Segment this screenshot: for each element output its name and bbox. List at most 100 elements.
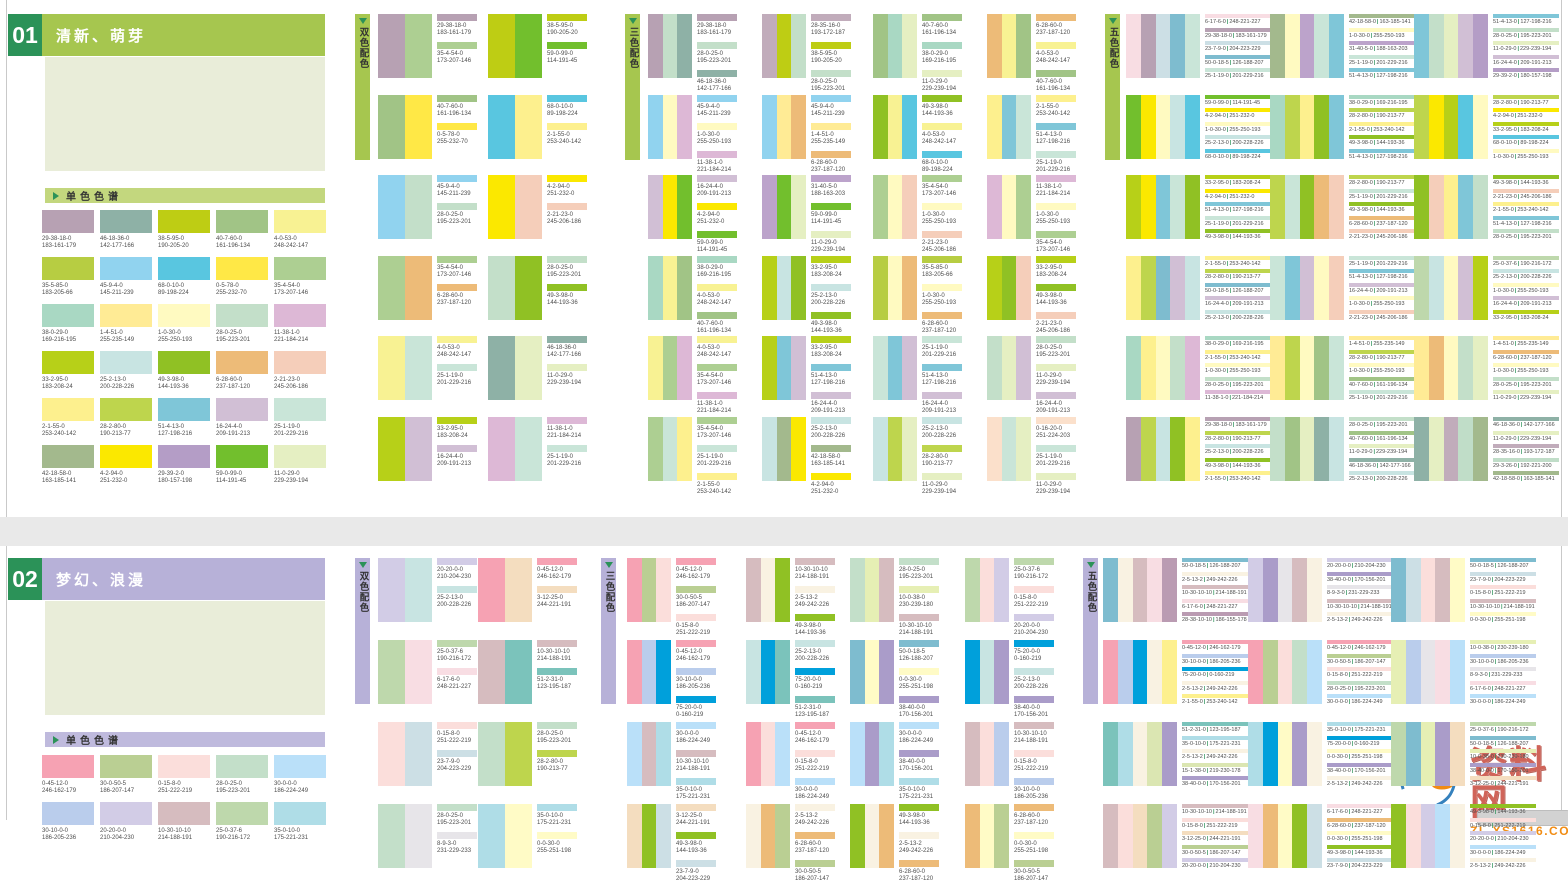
color-stripe	[1155, 417, 1171, 481]
cmyk-value: 42-18-58-0	[811, 454, 841, 460]
color-swatch	[216, 445, 268, 468]
color-stripe	[979, 804, 995, 868]
color-entry: 0-0-30-0|255-251-198	[1327, 749, 1393, 761]
color-stripe	[887, 336, 903, 401]
color-entry: 10-30-10-10 214-188-191	[1014, 722, 1064, 745]
value-separator: |	[1514, 207, 1517, 214]
color-stripe	[677, 94, 693, 159]
color-stripes	[1414, 417, 1488, 481]
rgb-value: 255-250-193	[922, 299, 957, 306]
color-stripe	[887, 14, 903, 78]
color-entry: 2-5-13-2 249-242-226	[795, 586, 845, 609]
color-stripes	[378, 94, 432, 159]
color-stripe	[488, 94, 515, 159]
color-entry: 28-0-25-0 195-223-201	[811, 70, 861, 93]
color-chip	[1470, 694, 1536, 698]
color-stripe	[987, 336, 1002, 401]
section-number-badge: 01	[8, 14, 42, 56]
rgb-value: 201-229-216	[1036, 166, 1071, 173]
color-values: 40-7-60-0 161-196-134 38-0-29-0 169-216-195…	[922, 14, 972, 98]
five-color-combo: 28-0-25-0|195-223-201 40-7-60-0|161-196-1…	[1270, 417, 1415, 485]
color-value: 38-40-0-0|170-156-201	[1182, 781, 1241, 787]
value-separator: |	[1373, 274, 1376, 281]
rgb-value: 186-205-236	[1014, 794, 1049, 800]
rgb-value: 255-251-198	[899, 684, 934, 690]
color-value: 33-2-95-0|183-208-24	[1205, 180, 1261, 187]
cmyk-value: 16-24-4-0	[216, 424, 243, 430]
color-chip	[1493, 68, 1559, 72]
mono-swatch-cell: 28-0-25-0 195-223-201	[216, 755, 268, 795]
rgb-value: 169-216-195	[697, 271, 732, 278]
value-separator: |	[1491, 699, 1494, 705]
rgb-value: 204-223-229	[437, 766, 472, 772]
color-values: 33-2-95-0 183-208-24 16-24-4-0 209-191-213	[437, 417, 485, 473]
color-stripe	[677, 255, 693, 320]
color-chip	[1327, 680, 1393, 685]
cmyk-value: 4-0-53-0	[697, 292, 720, 299]
cmyk-value: 16-24-4-0	[1036, 401, 1063, 408]
cmyk-value: 49-3-98-0	[676, 841, 703, 847]
color-entry: 33-2-95-0 183-208-24	[811, 255, 861, 279]
color-values: 49-3-98-0 144-193-36 4-0-53-0 248-242-147 68…	[922, 94, 972, 179]
mono-swatch-cell: 30-0-50-5 186-207-147	[100, 755, 152, 795]
color-swatch	[158, 445, 210, 468]
color-entry: 40-7-60-0 161-196-134	[1036, 70, 1086, 93]
color-stripe	[775, 640, 791, 704]
color-values: 28-2-80-0|190-213-77 4-2-94-0|251-232-0 33…	[1493, 94, 1559, 163]
color-stripe	[879, 558, 895, 622]
color-chip	[1205, 349, 1271, 354]
color-chip	[922, 14, 962, 21]
color-entry: 28-35-16-0|193-172-187	[1493, 444, 1559, 456]
five-color-combo: 20-20-0-0|210-204-230 38-40-0-0|170-156-2…	[1248, 558, 1393, 626]
value-separator: |	[1500, 603, 1503, 610]
rgb-value: 183-208-24	[42, 384, 73, 390]
color-entry: 30-0-50-5 186-207-147	[1014, 860, 1064, 883]
rgb-value: 0-160-219	[795, 684, 823, 690]
value-separator: |	[1345, 590, 1348, 596]
color-swatch	[216, 351, 268, 374]
color-stripe	[1001, 175, 1017, 240]
value-separator: |	[1229, 59, 1232, 66]
color-values: 28-0-25-0 195-223-201 11-0-29-0 229-239-194…	[1036, 336, 1086, 420]
color-stripe	[1132, 804, 1148, 868]
color-stripe	[1103, 640, 1118, 704]
cmyk-value: 30-0-50-5	[795, 869, 822, 875]
color-entry: 40-7-60-0 161-196-134	[437, 94, 485, 118]
cmyk-value: 25-2-13-0	[811, 426, 838, 432]
color-entry: 10-30-10-10 214-188-191	[676, 750, 726, 773]
color-stripes	[1126, 417, 1200, 481]
color-value: 50-0-18-5|126-188-207	[1470, 563, 1529, 569]
color-entry: 25-2-13-0|200-228-226	[1205, 309, 1271, 322]
three-color-combo: 30-0-0-0 186-224-249 38-40-0-0 170-156-201 3…	[850, 722, 949, 806]
color-chip	[811, 392, 851, 400]
color-chip	[922, 70, 962, 77]
color-chip	[1036, 231, 1076, 239]
color-entry: 0-45-12-0 246-162-179	[676, 558, 726, 581]
color-entry: 25-0-37-6|190-216-172	[1470, 722, 1536, 734]
color-value: 49-3-98-0|144-193-36	[1470, 809, 1526, 815]
value-separator: |	[1226, 19, 1229, 25]
color-chip	[1349, 188, 1415, 193]
cmyk-value: 38-0-29-0	[922, 51, 949, 57]
color-entry: 30-0-50-5|186-207-147	[1182, 844, 1248, 857]
color-chip	[1182, 667, 1248, 671]
cmyk-value: 35-4-54-0	[274, 283, 301, 289]
color-chip	[811, 14, 851, 21]
cmyk-value: 51-4-13-0	[1036, 131, 1063, 138]
color-entry: 2-5-13-2|249-242-226	[1182, 571, 1248, 584]
color-value: 11-0-29-0|229-239-194	[1493, 435, 1552, 442]
color-chip	[697, 283, 737, 291]
color-value: 29-3-26-0|192-221-200	[1493, 462, 1552, 469]
color-stripe	[662, 175, 678, 240]
cmyk-value: 38-40-0-0	[1014, 705, 1041, 711]
value-separator: |	[1351, 849, 1354, 856]
color-values: 38-5-95-0 190-205-20 59-0-99-0 114-191-45	[547, 14, 595, 70]
color-stripe	[656, 804, 672, 868]
color-stripe	[1307, 558, 1322, 622]
color-stripe	[902, 336, 918, 401]
color-value: 50-0-18-5|126-188-207	[1470, 740, 1529, 747]
cmyk-value: 0-45-12-0	[676, 567, 703, 573]
color-stripe	[1162, 640, 1177, 704]
rgb-value: 190-205-20	[811, 58, 842, 64]
color-entry: 20-20-0-0 210-204-230	[437, 558, 485, 581]
